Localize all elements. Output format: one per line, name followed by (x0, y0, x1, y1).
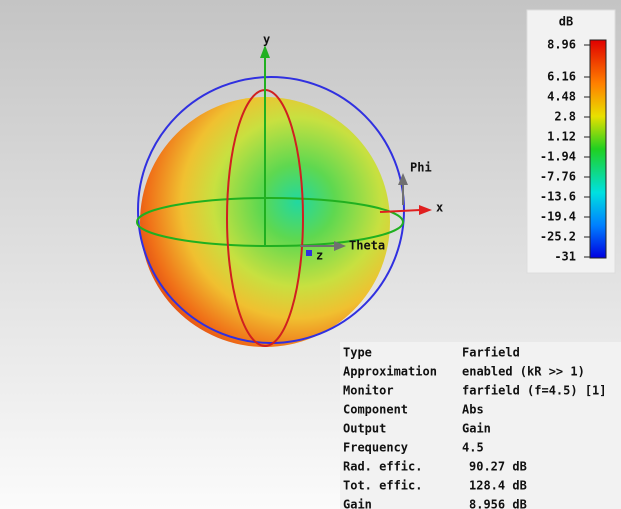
info-value: 4.5 (462, 441, 484, 455)
info-value: Farfield (462, 346, 520, 360)
phi-arrow (398, 173, 408, 185)
info-key: Component (343, 403, 408, 417)
colorbar-title: dB (559, 15, 573, 29)
colorbar (589, 39, 607, 259)
colorbar-tick-label: -25.2 (540, 230, 576, 244)
x-axis (379, 209, 421, 213)
phi-label: Phi (410, 161, 432, 175)
colorbar-tick-label: 6.16 (547, 70, 576, 84)
info-key: Approximation (343, 365, 437, 379)
info-key: Monitor (343, 384, 394, 398)
colorbar-tick-label: -7.76 (540, 170, 576, 184)
y-label: y (263, 33, 270, 47)
info-value: 128.4 dB (469, 479, 527, 493)
y-arrow (260, 45, 270, 58)
colorbar-tick-label: -13.6 (540, 190, 576, 204)
info-value: Abs (462, 403, 484, 417)
info-key: Type (343, 346, 372, 360)
colorbar-tick-label: 4.48 (547, 90, 576, 104)
x-label: x (436, 201, 443, 215)
z-label: z (316, 249, 323, 263)
colorbar-tick-label: -1.94 (540, 150, 576, 164)
z-dot (306, 250, 312, 256)
theta-label: Theta (349, 239, 385, 253)
colorbar-tick-label: 8.96 (547, 38, 576, 52)
info-value: enabled (kR >> 1) (462, 365, 585, 379)
info-key: Tot. effic. (343, 479, 422, 493)
info-value: 90.27 dB (469, 460, 527, 474)
info-value: 8.956 dB (469, 498, 527, 509)
colorbar-tick-label: -31 (554, 250, 576, 264)
info-box (340, 342, 621, 509)
info-value: Gain (462, 422, 491, 436)
colorbar-tick-label: 2.8 (554, 110, 576, 124)
x-arrow (419, 205, 432, 215)
colorbar-tick-label: 1.12 (547, 130, 576, 144)
colorbar-tick-label: -19.4 (540, 210, 576, 224)
theta-arrow (334, 241, 346, 251)
info-key: Frequency (343, 441, 408, 455)
info-key: Gain (343, 498, 372, 509)
info-value: farfield (f=4.5) [1] (462, 384, 607, 398)
info-key: Output (343, 422, 386, 436)
equator (136, 197, 404, 247)
info-key: Rad. effic. (343, 460, 422, 474)
